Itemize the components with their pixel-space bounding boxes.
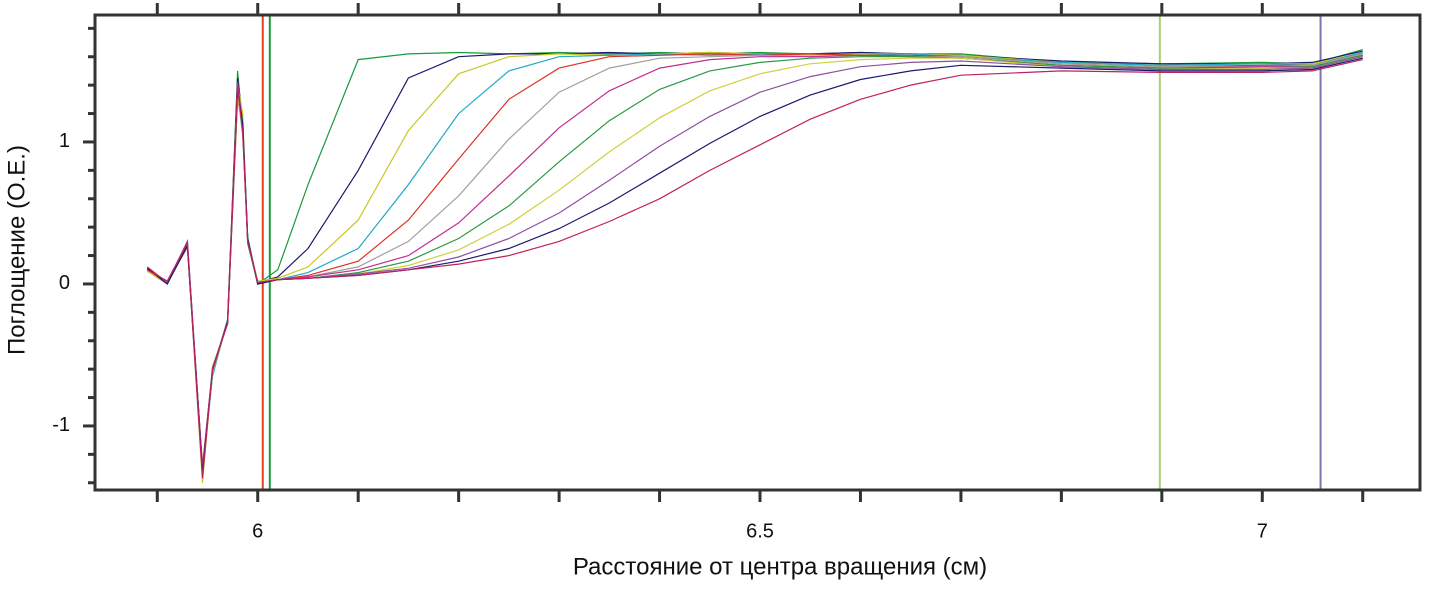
y-tick-label: 0 <box>59 272 70 294</box>
x-tick-label: 6.5 <box>746 520 774 542</box>
y-tick-label: 1 <box>59 130 70 152</box>
y-tick-label: -1 <box>52 414 70 436</box>
series-line <box>146 50 1363 469</box>
series-line <box>146 59 1363 479</box>
x-tick-label: 6 <box>252 520 263 542</box>
y-axis-title: Поглощение (О.Е.) <box>3 145 30 355</box>
series-line <box>146 54 1363 473</box>
series-line <box>146 53 1363 466</box>
series-line <box>146 53 1363 478</box>
x-tick-label: 7 <box>1257 520 1268 542</box>
series-line <box>146 56 1363 480</box>
x-axis-title: Расстояние от центра вращения (см) <box>573 553 987 580</box>
series-line <box>146 51 1363 483</box>
series-line <box>146 51 1363 472</box>
plot-frame <box>93 13 1422 492</box>
series-line <box>146 57 1363 475</box>
